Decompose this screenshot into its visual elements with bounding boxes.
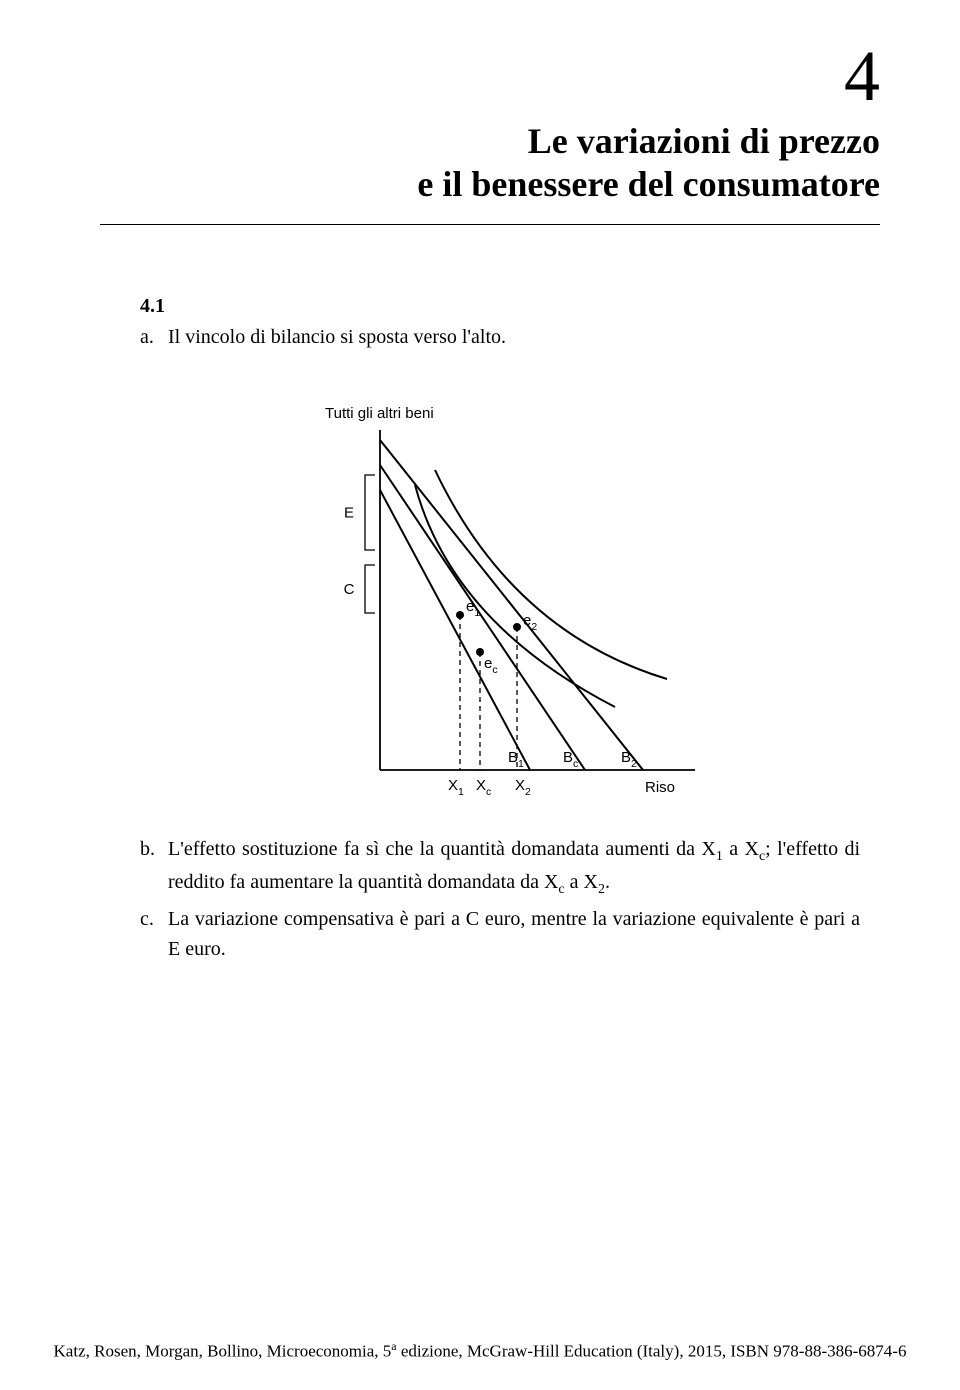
- svg-text:B2: B2: [621, 749, 637, 770]
- item-c-text: La variazione compensativa è pari a C eu…: [168, 904, 860, 964]
- svg-text:e1: e1: [466, 598, 480, 619]
- svg-text:Bc: Bc: [563, 749, 578, 770]
- title-rule: [100, 224, 880, 225]
- item-b-marker: b.: [140, 834, 168, 900]
- svg-text:Tutti gli altri beni: Tutti gli altri beni: [325, 405, 434, 422]
- item-a-text: Il vincolo di bilancio si sposta verso l…: [168, 322, 860, 352]
- item-c: c. La variazione compensativa è pari a C…: [140, 904, 860, 964]
- income-substitution-diagram: Tutti gli altri beniRisoECe1ece2B1BcB2X1…: [285, 370, 715, 820]
- svg-text:X2: X2: [515, 777, 531, 798]
- chapter-title-line2: e il benessere del consumatore: [417, 164, 880, 204]
- svg-text:ec: ec: [484, 655, 498, 676]
- svg-text:Xc: Xc: [476, 777, 491, 798]
- item-b: b. L'effetto sostituzione fa sì che la q…: [140, 834, 860, 900]
- chapter-number: 4: [140, 40, 880, 112]
- item-c-marker: c.: [140, 904, 168, 964]
- svg-text:E: E: [344, 505, 354, 522]
- chapter-title: Le variazioni di prezzo e il benessere d…: [140, 120, 880, 206]
- chapter-title-line1: Le variazioni di prezzo: [528, 121, 880, 161]
- svg-text:X1: X1: [448, 777, 464, 798]
- item-a-marker: a.: [140, 322, 168, 352]
- item-b-text: L'effetto sostituzione fa sì che la quan…: [168, 834, 860, 900]
- item-a: a. Il vincolo di bilancio si sposta vers…: [140, 322, 860, 352]
- svg-text:Riso: Riso: [645, 779, 675, 796]
- svg-text:C: C: [344, 581, 355, 598]
- section-number: 4.1: [140, 295, 860, 318]
- footer-citation: Katz, Rosen, Morgan, Bollino, Microecono…: [0, 1339, 960, 1362]
- svg-text:B1: B1: [508, 749, 524, 770]
